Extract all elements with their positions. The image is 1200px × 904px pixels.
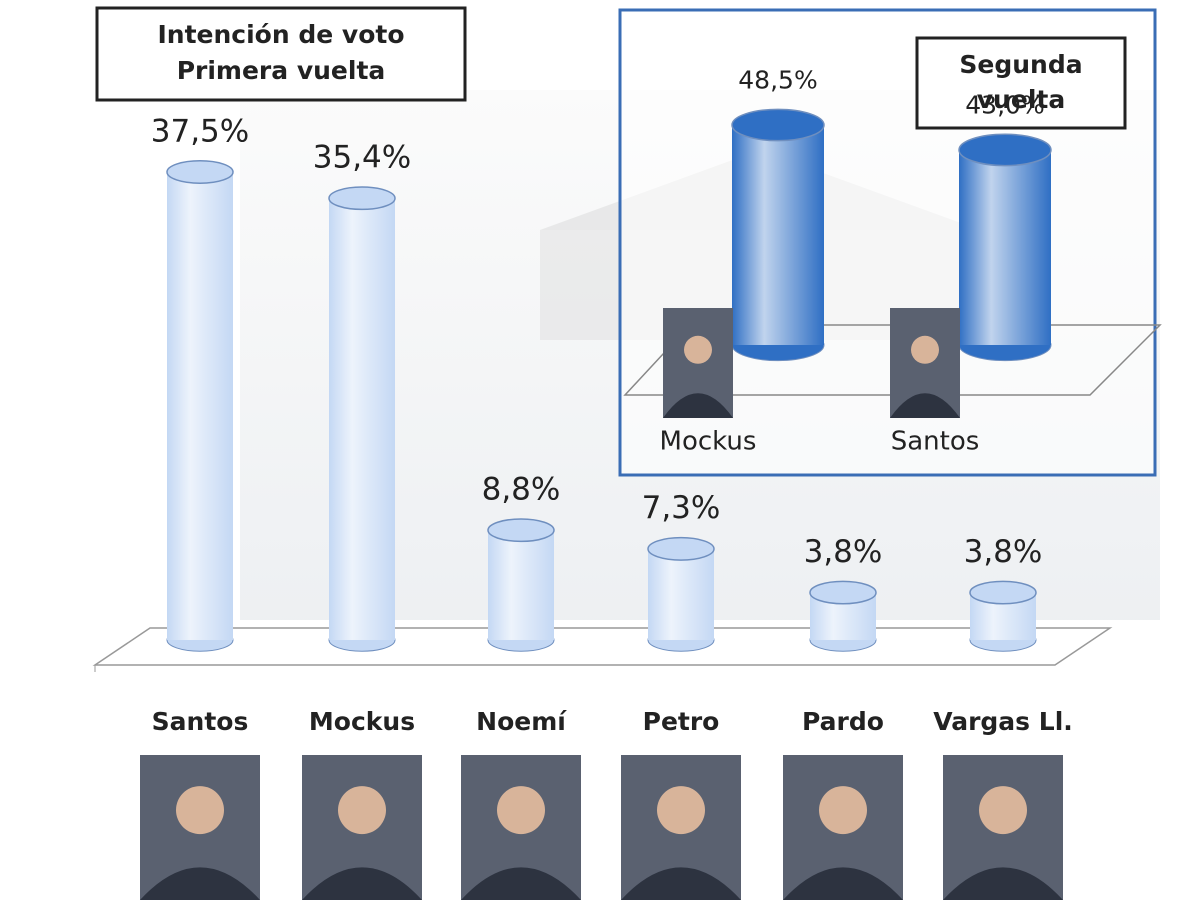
photo-body xyxy=(890,393,960,418)
photo-body xyxy=(140,867,260,900)
bar-shine xyxy=(732,125,824,345)
value-label: 8,8% xyxy=(482,471,561,507)
bar-shine xyxy=(167,172,233,640)
category-label: Vargas Ll. xyxy=(933,707,1073,736)
bar xyxy=(958,133,1052,362)
photo-face xyxy=(911,335,939,364)
bar-top xyxy=(328,186,396,211)
value-label: 37,5% xyxy=(151,113,249,149)
bar xyxy=(487,518,555,652)
category-label: Santos xyxy=(891,427,980,457)
photo-face xyxy=(176,786,224,835)
photo-face xyxy=(497,786,545,835)
bar-top xyxy=(958,133,1052,167)
bar-top xyxy=(809,580,877,605)
photo-body xyxy=(302,867,422,900)
chart-title: vuelta xyxy=(977,85,1065,114)
bar xyxy=(328,186,396,652)
chart-title: Intención de voto xyxy=(157,20,404,49)
bar-top xyxy=(969,580,1037,605)
photo-body xyxy=(943,867,1063,900)
bar-shine xyxy=(329,198,395,640)
bar xyxy=(166,160,234,652)
category-label: Petro xyxy=(643,707,720,736)
bar-shine xyxy=(488,530,554,640)
category-label: Santos xyxy=(152,707,249,736)
bar xyxy=(647,536,715,652)
photo-body xyxy=(663,393,733,418)
value-label: 3,8% xyxy=(804,534,883,570)
bar-top xyxy=(487,518,555,543)
chart-title: Primera vuelta xyxy=(177,56,386,85)
photo-body xyxy=(621,867,741,900)
category-label: Noemí xyxy=(476,707,567,736)
photo-face xyxy=(684,335,712,364)
category-label: Mockus xyxy=(660,427,757,457)
bar-shine xyxy=(648,548,714,640)
bar-top xyxy=(166,160,234,184)
value-label: 43,0% xyxy=(965,90,1044,119)
bar-top xyxy=(731,108,825,142)
value-label: 3,8% xyxy=(964,534,1043,570)
title-box xyxy=(95,6,467,102)
photo-body xyxy=(461,867,581,900)
bar xyxy=(731,108,825,362)
photo-face xyxy=(657,786,705,835)
photo-face xyxy=(338,786,386,835)
photo-face xyxy=(819,786,867,835)
category-label: Pardo xyxy=(802,707,884,736)
bar-shine xyxy=(959,149,1051,345)
chart-title: Segunda xyxy=(959,50,1082,79)
category-label: Mockus xyxy=(309,707,415,736)
value-label: 35,4% xyxy=(313,139,411,175)
value-label: 7,3% xyxy=(642,490,721,526)
bar xyxy=(969,580,1037,652)
photo-face xyxy=(979,786,1027,835)
title-box xyxy=(915,36,1127,130)
floor xyxy=(92,627,1113,666)
value-label: 48,5% xyxy=(738,65,817,94)
bar xyxy=(809,580,877,652)
bar-top xyxy=(647,536,715,561)
photo-body xyxy=(783,867,903,900)
